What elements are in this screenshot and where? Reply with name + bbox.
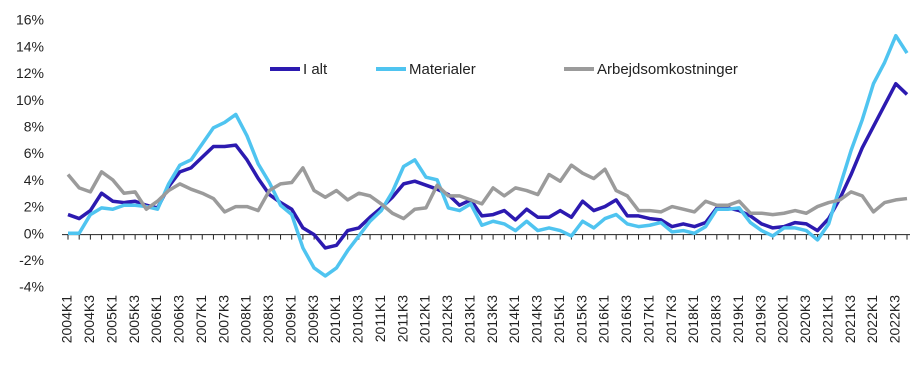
- x-tick-label: 2008K3: [260, 295, 276, 343]
- y-tick-label: 2%: [24, 199, 44, 215]
- x-tick-label: 2006K3: [171, 295, 187, 343]
- x-tick-label: 2009K1: [282, 295, 298, 343]
- x-tick-label: 2017K3: [663, 295, 679, 343]
- x-tick-label: 2012K1: [417, 295, 433, 343]
- x-tick-label: 2018K1: [685, 295, 701, 343]
- x-tick-label: 2005K1: [103, 295, 119, 343]
- legend-label: Arbejdsomkostninger: [597, 61, 738, 78]
- x-tick-label: 2004K3: [81, 295, 97, 343]
- x-tick-label: 2016K1: [596, 295, 612, 343]
- x-tick-label: 2008K1: [238, 295, 254, 343]
- y-tick-label: 10%: [16, 92, 44, 108]
- y-tick-label: 8%: [24, 119, 44, 135]
- x-tick-label: 2013K1: [461, 295, 477, 343]
- x-tick-label: 2015K3: [573, 295, 589, 343]
- x-tick-label: 2014K1: [506, 295, 522, 343]
- x-tick-label: 2012K3: [439, 295, 455, 343]
- y-tick-label: -4%: [19, 279, 44, 295]
- x-tick-label: 2011K3: [394, 295, 410, 342]
- x-tick-label: 2009K3: [305, 295, 321, 343]
- y-tick-label: 16%: [16, 12, 44, 28]
- x-tick-label: 2018K3: [708, 295, 724, 343]
- series-line: [66, 163, 908, 221]
- x-tick-label: 2019K1: [730, 295, 746, 343]
- x-tick-label: 2020K1: [775, 295, 791, 343]
- x-tick-label: 2021K3: [842, 295, 858, 343]
- y-tick-label: -2%: [19, 252, 44, 268]
- x-tick-label: 2010K3: [350, 295, 366, 343]
- x-tick-label: 2011K1: [372, 295, 388, 342]
- x-tick-label: 2005K3: [126, 295, 142, 343]
- legend-label: Materialer: [409, 61, 476, 78]
- x-tick-label: 2007K1: [193, 295, 209, 343]
- x-tick-label: 2015K1: [551, 295, 567, 343]
- x-tick-label: 2016K3: [618, 295, 634, 343]
- x-tick-label: 2022K1: [864, 295, 880, 343]
- y-tick-label: 14%: [16, 38, 44, 54]
- y-tick-label: 0%: [24, 225, 44, 241]
- x-tick-label: 2020K3: [797, 295, 813, 343]
- x-tick-label: 2019K3: [752, 295, 768, 343]
- x-tick-label: 2021K1: [819, 295, 835, 343]
- y-tick-label: 12%: [16, 65, 44, 81]
- series-line: [68, 33, 909, 278]
- x-tick-label: 2010K1: [327, 295, 343, 343]
- legend-label: I alt: [303, 61, 328, 78]
- x-tick-label: 2017K1: [640, 295, 656, 343]
- x-tick-label: 2004K1: [59, 295, 75, 343]
- y-tick-label: 4%: [24, 172, 44, 188]
- x-tick-label: 2014K3: [529, 295, 545, 343]
- x-tick-label: 2007K3: [215, 295, 231, 343]
- y-tick-label: 6%: [24, 145, 44, 161]
- x-tick-label: 2006K1: [148, 295, 164, 343]
- series-line: [67, 81, 909, 250]
- x-tick-label: 2022K3: [887, 295, 903, 343]
- x-tick-label: 2013K3: [484, 295, 500, 343]
